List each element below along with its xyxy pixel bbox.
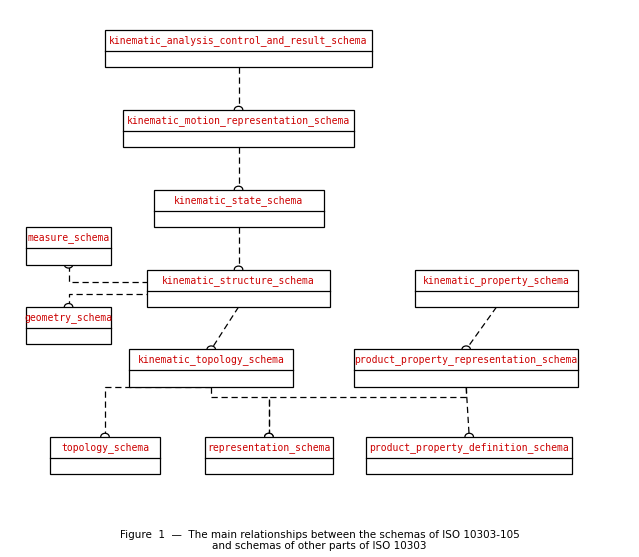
Text: product_property_definition_schema: product_property_definition_schema — [369, 442, 569, 453]
Circle shape — [265, 433, 273, 440]
Circle shape — [265, 433, 273, 440]
Circle shape — [235, 106, 243, 113]
Bar — [26, 227, 111, 265]
Text: kinematic_analysis_control_and_result_schema: kinematic_analysis_control_and_result_sc… — [109, 35, 368, 46]
Bar — [205, 437, 333, 474]
Bar — [105, 30, 372, 67]
Circle shape — [462, 346, 470, 353]
Text: topology_schema: topology_schema — [61, 442, 149, 453]
Bar — [415, 270, 578, 307]
Circle shape — [65, 261, 73, 268]
Bar — [129, 349, 293, 387]
Text: kinematic_topology_schema: kinematic_topology_schema — [138, 354, 284, 365]
Bar — [26, 307, 111, 344]
Bar — [153, 190, 323, 227]
Circle shape — [101, 433, 109, 440]
Circle shape — [235, 186, 243, 193]
Text: measure_schema: measure_schema — [27, 232, 110, 243]
Circle shape — [65, 304, 73, 310]
Text: product_property_representation_schema: product_property_representation_schema — [355, 354, 578, 365]
Text: representation_schema: representation_schema — [207, 442, 330, 453]
Bar — [123, 110, 354, 147]
Text: kinematic_state_schema: kinematic_state_schema — [174, 195, 303, 206]
Bar — [50, 437, 160, 474]
Text: geometry_schema: geometry_schema — [24, 312, 112, 323]
Circle shape — [465, 433, 473, 440]
Text: kinematic_motion_representation_schema: kinematic_motion_representation_schema — [127, 115, 350, 126]
Text: kinematic_structure_schema: kinematic_structure_schema — [162, 275, 315, 286]
Text: Figure  1  —  The main relationships between the schemas of ISO 10303-105
and sc: Figure 1 — The main relationships betwee… — [119, 530, 520, 551]
Circle shape — [207, 346, 215, 353]
Bar — [354, 349, 578, 387]
Bar — [366, 437, 573, 474]
Circle shape — [235, 266, 243, 273]
Text: kinematic_property_schema: kinematic_property_schema — [423, 275, 570, 286]
Bar — [148, 270, 330, 307]
